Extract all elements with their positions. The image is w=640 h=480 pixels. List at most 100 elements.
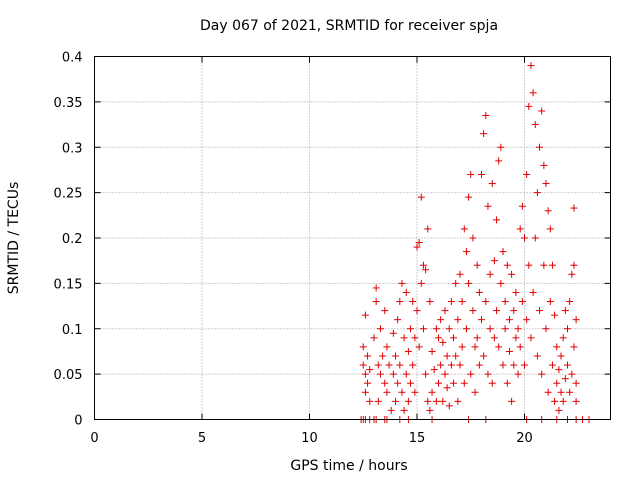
data-point [473, 261, 481, 269]
data-point [394, 316, 402, 324]
x-tick-label: 0 [90, 431, 98, 446]
data-point [376, 370, 384, 378]
x-tick-label: 5 [198, 431, 206, 446]
data-point [413, 307, 421, 315]
data-point [564, 361, 571, 369]
data-point [542, 325, 550, 333]
data-point [544, 388, 552, 396]
data-point [478, 316, 485, 324]
data-point [407, 379, 415, 387]
y-axis-title: SRMTID / TECUs [6, 182, 22, 295]
data-point [512, 288, 520, 296]
data-point [557, 352, 565, 360]
plot-frame [94, 56, 611, 420]
data-point [467, 170, 475, 178]
data-point [411, 334, 419, 342]
data-point [458, 298, 466, 306]
data-point [422, 266, 430, 274]
data-point [475, 361, 483, 369]
y-tick-label: 0.1 [62, 323, 83, 338]
y-tick-label: 0.15 [54, 277, 83, 292]
data-point [361, 370, 369, 378]
data-point [413, 243, 421, 251]
data-point [454, 316, 462, 324]
data-point [533, 352, 541, 360]
data-point [439, 397, 447, 405]
data-point [480, 352, 488, 360]
data-point [527, 334, 535, 342]
data-point [553, 343, 561, 351]
data-point [497, 143, 505, 151]
data-point [499, 248, 507, 256]
data-point [441, 370, 449, 378]
data-point [430, 366, 438, 374]
data-point [497, 279, 505, 287]
data-point [402, 288, 410, 296]
y-tick-label: 0.25 [54, 187, 83, 202]
data-point [493, 216, 501, 224]
data-point [404, 397, 412, 405]
data-point [570, 204, 578, 212]
data-point [394, 379, 402, 387]
grid-lines [94, 56, 611, 420]
data-point [503, 261, 511, 269]
data-point [546, 225, 554, 233]
y-tick-labels: 0 0.05 0.1 0.15 0.2 0.25 0.3 0.35 0.4 [54, 51, 83, 429]
data-point [452, 279, 460, 287]
data-point [557, 388, 565, 396]
data-point [415, 239, 423, 247]
data-point [523, 316, 531, 324]
data-point [419, 325, 427, 333]
data-point [546, 298, 554, 306]
data-point [450, 334, 458, 342]
data-point [538, 107, 546, 115]
data-point [366, 397, 374, 405]
data-point [389, 370, 397, 378]
data-point [525, 261, 533, 269]
data-point [495, 157, 503, 165]
data-point [437, 361, 445, 369]
data-point [512, 334, 520, 342]
data-point [570, 343, 578, 351]
data-point [536, 307, 544, 315]
data-point [467, 370, 475, 378]
data-point [572, 379, 580, 387]
y-tick-label: 0 [74, 414, 82, 429]
data-point [523, 170, 531, 178]
data-point [389, 329, 397, 337]
data-point [411, 388, 419, 396]
data-point [475, 288, 483, 296]
data-point [381, 307, 389, 315]
data-point [415, 343, 423, 351]
data-point [486, 325, 494, 333]
data-point [364, 352, 372, 360]
data-point [561, 375, 569, 383]
data-point [482, 111, 490, 119]
data-point [488, 379, 496, 387]
data-point [407, 325, 415, 333]
data-point [501, 325, 509, 333]
data-point [402, 370, 410, 378]
data-point [490, 334, 498, 342]
data-point [409, 361, 417, 369]
data-point [505, 316, 513, 324]
data-point [419, 261, 427, 269]
data-point [495, 343, 503, 351]
data-point [443, 384, 451, 392]
data-point [447, 361, 455, 369]
data-point [548, 261, 556, 269]
data-point [521, 234, 528, 242]
data-point [462, 248, 470, 256]
data-point [460, 225, 468, 233]
data-point [531, 234, 539, 242]
data-point [564, 325, 571, 333]
data-point [499, 361, 507, 369]
x-tick-labels: 0 5 10 15 20 [90, 431, 532, 446]
data-point [536, 143, 544, 151]
data-point [432, 325, 440, 333]
data-point [426, 298, 434, 306]
data-point [456, 270, 464, 278]
data-point [484, 202, 492, 210]
data-point [510, 307, 518, 315]
data-point [501, 298, 509, 306]
